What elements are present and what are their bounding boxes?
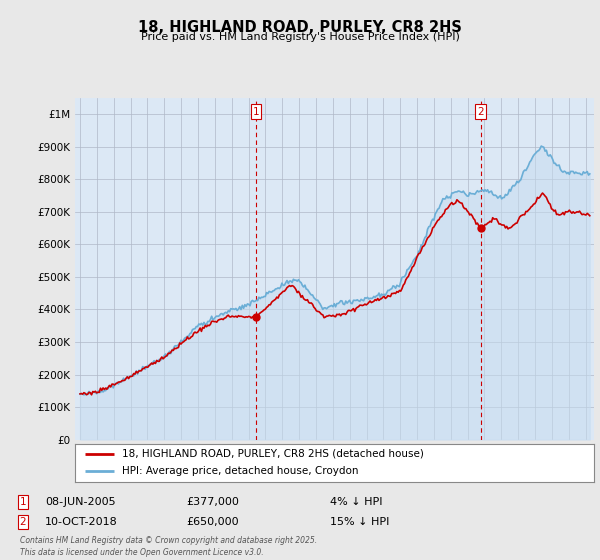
Text: £377,000: £377,000 bbox=[186, 497, 239, 507]
Text: £650,000: £650,000 bbox=[186, 517, 239, 527]
Text: 1: 1 bbox=[253, 106, 259, 116]
Text: HPI: Average price, detached house, Croydon: HPI: Average price, detached house, Croy… bbox=[122, 466, 358, 477]
Text: 2: 2 bbox=[478, 106, 484, 116]
Text: 2: 2 bbox=[19, 517, 26, 527]
Text: Price paid vs. HM Land Registry's House Price Index (HPI): Price paid vs. HM Land Registry's House … bbox=[140, 32, 460, 43]
Text: 18, HIGHLAND ROAD, PURLEY, CR8 2HS (detached house): 18, HIGHLAND ROAD, PURLEY, CR8 2HS (deta… bbox=[122, 449, 424, 459]
Text: 18, HIGHLAND ROAD, PURLEY, CR8 2HS: 18, HIGHLAND ROAD, PURLEY, CR8 2HS bbox=[138, 20, 462, 35]
Text: Contains HM Land Registry data © Crown copyright and database right 2025.
This d: Contains HM Land Registry data © Crown c… bbox=[20, 536, 317, 557]
Text: 08-JUN-2005: 08-JUN-2005 bbox=[45, 497, 116, 507]
Text: 10-OCT-2018: 10-OCT-2018 bbox=[45, 517, 118, 527]
Text: 4% ↓ HPI: 4% ↓ HPI bbox=[330, 497, 383, 507]
Text: 1: 1 bbox=[19, 497, 26, 507]
Text: 15% ↓ HPI: 15% ↓ HPI bbox=[330, 517, 389, 527]
